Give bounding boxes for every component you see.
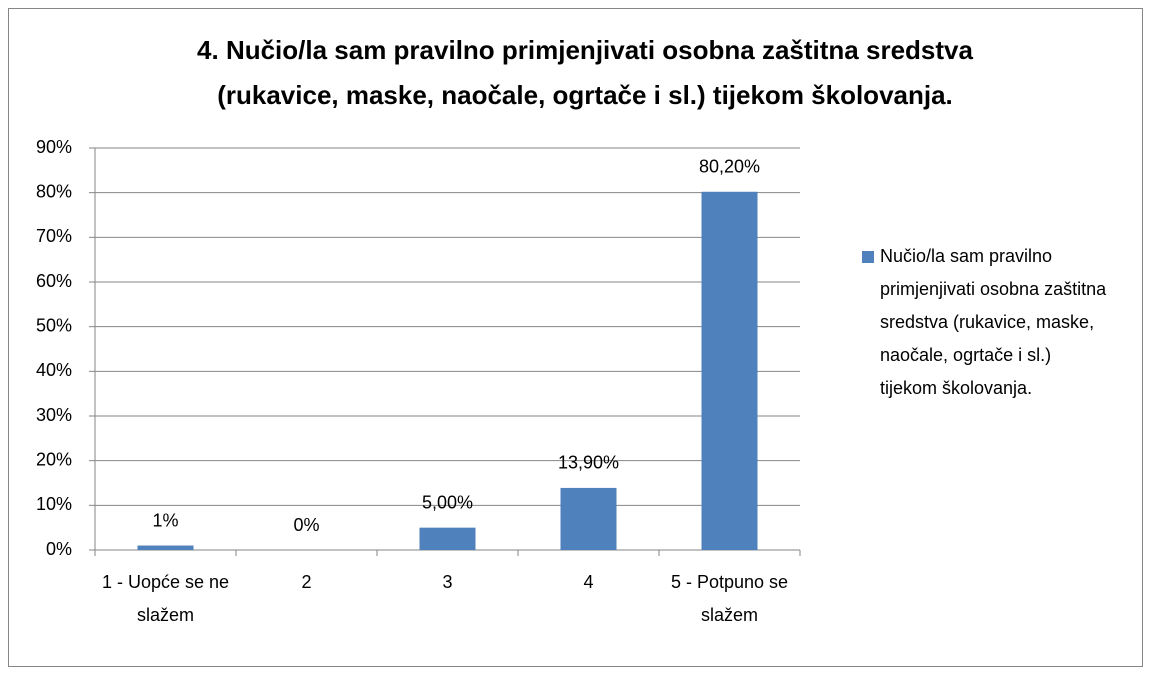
x-tick-label: 2 [301,572,312,592]
title-box: 4. Nučio/la sam pravilno primjenjivati o… [197,35,973,110]
y-tick-label: 40% [36,360,72,380]
x-tick-label-box: 4 [583,572,594,592]
x-tick-label: 4 [583,572,594,592]
y-tick-label: 50% [36,315,72,335]
y-tick-label: 10% [36,494,72,514]
chart-title: 4. Nučio/la sam pravilno primjenjivati o… [197,35,973,110]
legend-label: Nučio/la sam pravilno primjenjivati osob… [880,246,1107,398]
bar [560,487,617,550]
x-tick-label: 1 - Uopće se ne slažem [101,572,230,625]
data-label: 1% [152,510,178,530]
y-tick-label: 0% [46,539,72,559]
y-tick-label: 80% [36,181,72,201]
bar [137,545,194,550]
x-tick-label-box: 3 [442,572,453,592]
y-tick-label: 20% [36,449,72,469]
y-tick-label: 70% [36,226,72,246]
chart-border [8,8,1143,667]
y-tick-label: 90% [36,137,72,157]
data-label: 0% [293,515,319,535]
legend-swatch [862,251,874,263]
y-tick-label: 30% [36,405,72,425]
x-tick-label: 3 [442,572,453,592]
data-label: 13,90% [558,453,619,473]
x-tick-label-box: 5 - Potpuno se slažem [670,572,789,625]
x-tick-label: 5 - Potpuno se slažem [670,572,789,625]
x-tick-label-box: 1 - Uopće se ne slažem [101,572,230,625]
bar [701,191,758,551]
data-label: 5,00% [422,492,473,512]
x-tick-label-box: 2 [301,572,312,592]
data-label: 80,20% [699,157,760,177]
y-tick-label: 60% [36,271,72,291]
legend-label-box: Nučio/la sam pravilno primjenjivati osob… [880,246,1107,398]
bar [419,527,476,550]
